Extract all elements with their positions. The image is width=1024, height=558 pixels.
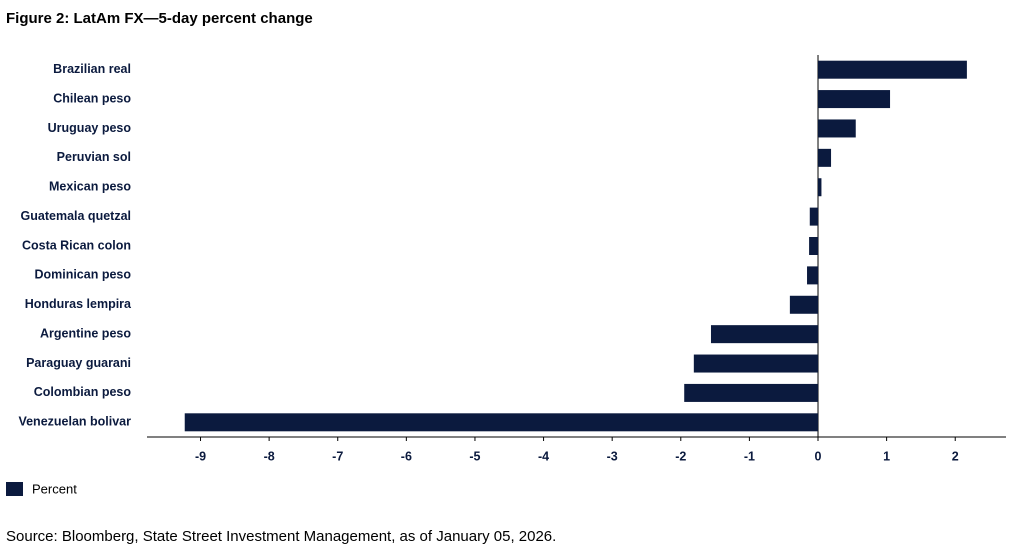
bar: [693, 354, 819, 373]
source-note: Source: Bloomberg, State Street Investme…: [6, 528, 556, 545]
x-tick-label: 1: [883, 449, 890, 463]
x-tick-label: -2: [675, 449, 686, 463]
y-tick-label: Costa Rican colon: [22, 238, 131, 252]
x-tick-label: -9: [195, 449, 206, 463]
y-tick-label: Peruvian sol: [57, 150, 131, 164]
y-tick-label: Colombian peso: [34, 385, 132, 399]
y-tick-label: Mexican peso: [49, 180, 131, 194]
bar: [818, 60, 967, 79]
x-tick-label: -8: [264, 449, 275, 463]
x-tick-label: -6: [401, 449, 412, 463]
bar: [807, 266, 819, 285]
x-tick-label: -1: [744, 449, 755, 463]
bar: [710, 325, 819, 344]
bar: [684, 383, 819, 402]
y-tick-label: Chilean peso: [53, 91, 131, 105]
y-tick-label: Argentine peso: [40, 326, 131, 340]
y-tick-label: Brazilian real: [53, 62, 131, 76]
bar: [818, 90, 891, 109]
bar: [818, 119, 856, 138]
y-tick-label: Guatemala quetzal: [21, 209, 131, 223]
x-tick-label: 2: [952, 449, 959, 463]
legend-label: Percent: [32, 481, 77, 496]
y-tick-label: Uruguay peso: [48, 121, 132, 135]
y-tick-label: Paraguay guarani: [26, 356, 131, 370]
x-tick-label: 0: [815, 449, 822, 463]
x-tick-label: -3: [607, 449, 618, 463]
x-tick-label: -4: [538, 449, 549, 463]
bar: [809, 207, 819, 226]
y-tick-label: Honduras lempira: [25, 297, 132, 311]
bar: [789, 295, 819, 314]
bar: [818, 148, 832, 167]
y-tick-label: Venezuelan bolivar: [18, 415, 131, 429]
bar: [818, 178, 822, 197]
legend-swatch: [6, 482, 23, 496]
bar: [184, 413, 819, 432]
y-tick-label: Dominican peso: [34, 268, 131, 282]
x-tick-label: -7: [332, 449, 343, 463]
x-tick-label: -5: [469, 449, 480, 463]
bar: [809, 237, 819, 255]
chart-title: Figure 2: LatAm FX—5-day percent change: [6, 10, 313, 27]
